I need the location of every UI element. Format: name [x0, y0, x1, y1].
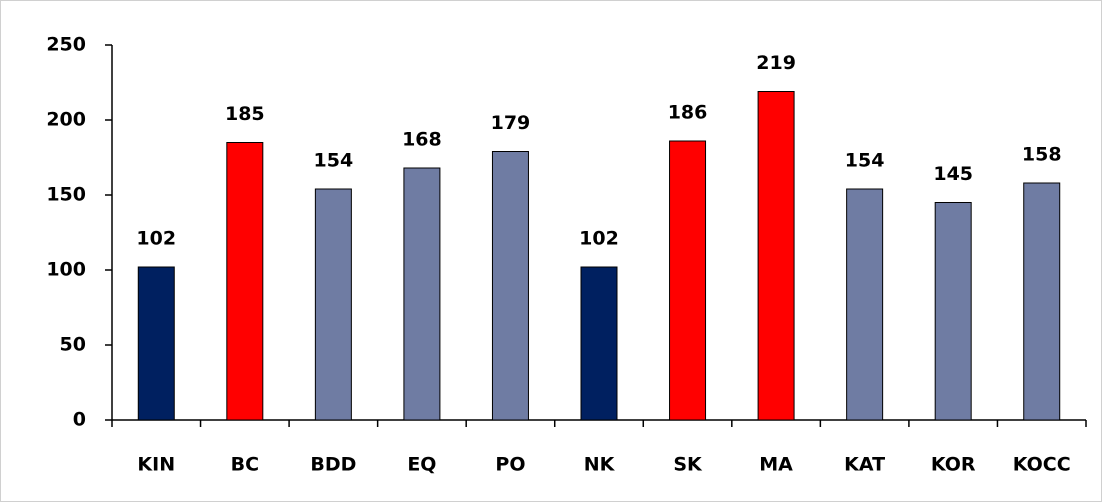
- x-tick-label: BC: [231, 454, 259, 476]
- data-label: 102: [136, 228, 176, 250]
- x-tick-label: NK: [584, 454, 616, 476]
- x-tick-label: KOR: [931, 454, 976, 476]
- x-tick-label: SK: [673, 454, 703, 476]
- bar: [491, 151, 529, 421]
- data-label: 154: [314, 150, 354, 172]
- x-tick-label: KAT: [844, 454, 885, 476]
- data-label: 102: [579, 228, 619, 250]
- x-tick-label: KIN: [137, 454, 175, 476]
- bar: [669, 140, 707, 421]
- bar: [314, 188, 352, 421]
- bar: [757, 91, 795, 421]
- y-tick-label: 200: [46, 109, 86, 131]
- y-tick-label: 50: [60, 334, 86, 356]
- bar: [403, 167, 441, 421]
- y-tick-label: 100: [46, 259, 86, 281]
- x-tick-label: MA: [759, 454, 793, 476]
- bar: [1023, 182, 1061, 421]
- data-label: 179: [491, 112, 531, 134]
- data-label: 158: [1022, 144, 1062, 166]
- data-label: 185: [225, 103, 265, 125]
- bar: [934, 202, 972, 421]
- bar: [846, 188, 884, 421]
- y-tick-label: 150: [46, 184, 86, 206]
- bar: [137, 266, 175, 421]
- x-tick-label: PO: [495, 454, 525, 476]
- bar: [580, 266, 618, 421]
- data-label: 186: [668, 102, 708, 124]
- data-label: 145: [933, 163, 973, 185]
- bar: [226, 142, 264, 421]
- data-label: 219: [756, 52, 796, 74]
- x-tick-label: EQ: [407, 454, 436, 476]
- x-tick-label: KOCC: [1013, 454, 1071, 476]
- data-label: 154: [845, 150, 885, 172]
- y-tick-label: 250: [46, 34, 86, 56]
- y-tick-label: 0: [73, 409, 86, 431]
- data-label: 168: [402, 129, 442, 151]
- x-tick-label: BDD: [310, 454, 356, 476]
